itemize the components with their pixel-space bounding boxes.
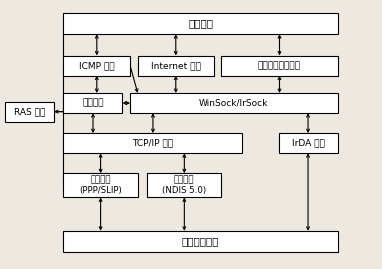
FancyBboxPatch shape [222,56,338,76]
Text: WinSock/IrSock: WinSock/IrSock [199,98,269,108]
Text: Internet 协议: Internet 协议 [151,61,201,70]
FancyBboxPatch shape [138,56,214,76]
FancyBboxPatch shape [63,231,338,252]
FancyBboxPatch shape [63,173,138,197]
Text: TCP/IP 协议: TCP/IP 协议 [133,139,173,148]
Text: 安全协议: 安全协议 [82,98,104,108]
Text: IrDA 协议: IrDA 协议 [291,139,324,148]
FancyBboxPatch shape [63,13,338,34]
Text: 串行联网
(PPP/SLIP): 串行联网 (PPP/SLIP) [79,175,122,195]
FancyBboxPatch shape [63,133,243,153]
Text: 局域联网
(NDIS 5.0): 局域联网 (NDIS 5.0) [162,175,206,195]
FancyBboxPatch shape [63,56,130,76]
FancyBboxPatch shape [130,93,338,113]
Text: 访问远程文件系统: 访问远程文件系统 [258,61,301,70]
Text: 设备驱动程序: 设备驱动程序 [182,236,219,247]
Text: 应用程序: 应用程序 [188,19,213,29]
Text: RAS 客户: RAS 客户 [13,107,45,116]
FancyBboxPatch shape [147,173,222,197]
Text: ICMP 请求: ICMP 请求 [79,61,115,70]
FancyBboxPatch shape [63,93,123,113]
FancyBboxPatch shape [278,133,338,153]
FancyBboxPatch shape [5,102,54,122]
